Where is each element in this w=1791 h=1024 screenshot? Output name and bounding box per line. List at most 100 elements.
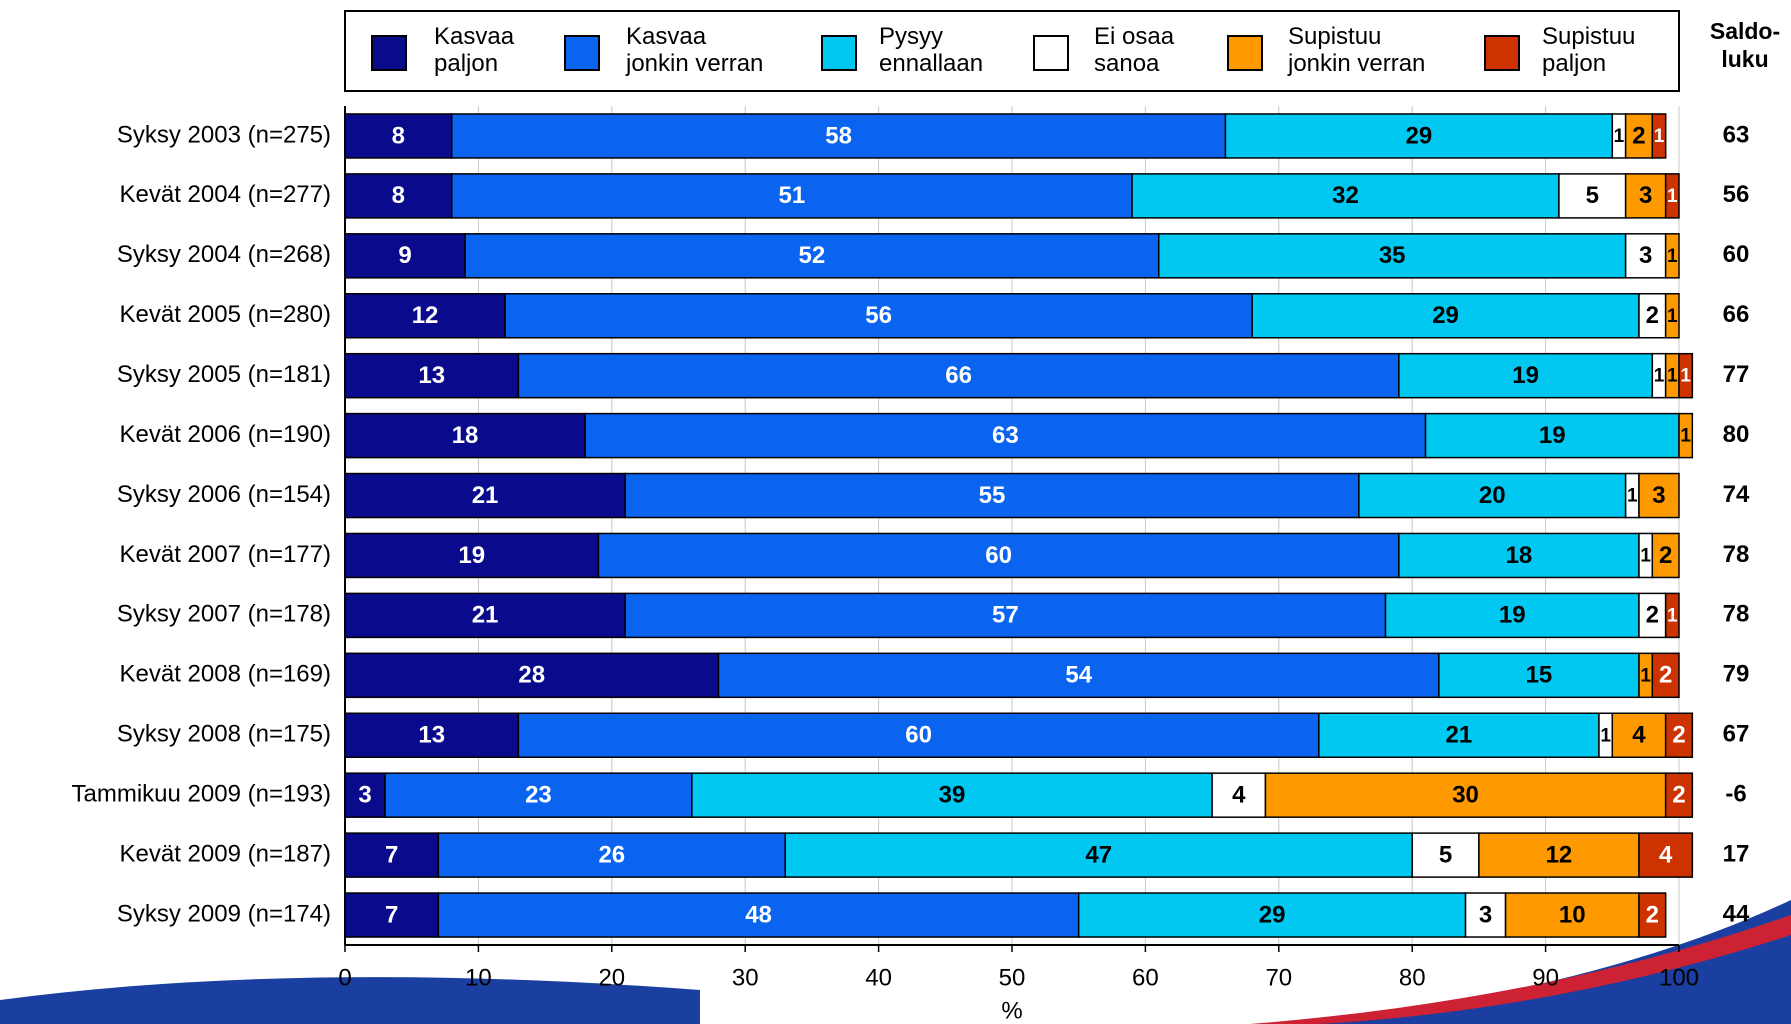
bar-segment bbox=[691, 772, 1213, 818]
x-tick-label: 50 bbox=[999, 964, 1026, 991]
bar-segment bbox=[1638, 892, 1667, 938]
x-tick-label: 70 bbox=[1265, 964, 1292, 991]
bar-value-label: 1 bbox=[1667, 366, 1678, 387]
y-tick-label: Kevät 2006 (n=190) bbox=[120, 421, 332, 448]
legend-label: Kasvaa jonkin verran bbox=[626, 23, 764, 77]
bar-segment bbox=[450, 173, 1133, 219]
bar-value-label: 39 bbox=[939, 782, 966, 809]
bar-value-label: 18 bbox=[1506, 542, 1533, 569]
bar-segment bbox=[517, 712, 1320, 758]
bar-value-label: 66 bbox=[945, 362, 972, 389]
side-value: 44 bbox=[1723, 900, 1750, 927]
bar-value-label: 19 bbox=[1512, 362, 1539, 389]
bar-value-label: 1 bbox=[1600, 725, 1611, 746]
bar-value-label: 4 bbox=[1232, 782, 1246, 809]
bar-segment bbox=[784, 832, 1413, 878]
bar-segment bbox=[344, 712, 520, 758]
bar-value-label: 7 bbox=[385, 901, 398, 928]
bar-value-label: 29 bbox=[1406, 122, 1433, 149]
bar-segment bbox=[384, 772, 693, 818]
bar-value-label: 1 bbox=[1614, 126, 1625, 147]
bar-value-label: 57 bbox=[992, 602, 1019, 629]
x-tick-label: 90 bbox=[1532, 964, 1559, 991]
bar-segment bbox=[344, 233, 466, 279]
bar-value-label: 21 bbox=[472, 602, 499, 629]
bar-value-label: 3 bbox=[1639, 242, 1652, 269]
bar-segment bbox=[1438, 652, 1640, 699]
bar-value-label: 51 bbox=[779, 182, 806, 209]
bar-value-label: 5 bbox=[1439, 841, 1452, 868]
bar-value-label: 63 bbox=[992, 422, 1019, 449]
side-value: 80 bbox=[1723, 421, 1750, 448]
bar-value-label: 35 bbox=[1379, 242, 1406, 269]
bar-value-label: 2 bbox=[1659, 542, 1672, 569]
legend-label: Supistuu paljon bbox=[1542, 23, 1636, 77]
bar-segment bbox=[450, 113, 1227, 159]
bar-segment bbox=[344, 772, 386, 818]
bar-segment bbox=[1638, 472, 1680, 519]
side-value: 66 bbox=[1723, 301, 1750, 328]
bar-value-label: 1 bbox=[1680, 426, 1691, 447]
bar-value-label: 10 bbox=[1559, 901, 1586, 928]
bar-segment bbox=[1264, 772, 1667, 818]
legend-swatch bbox=[1227, 35, 1263, 71]
bar-value-label: 1 bbox=[1667, 605, 1678, 626]
x-tick-label: 80 bbox=[1399, 964, 1426, 991]
bar-segment bbox=[1384, 592, 1640, 639]
bar-segment bbox=[1638, 293, 1667, 339]
bar-value-label: 12 bbox=[1546, 841, 1573, 868]
bar-value-label: 3 bbox=[1639, 182, 1652, 209]
decoration bbox=[0, 977, 700, 1024]
side-title: luku bbox=[1721, 46, 1768, 72]
bar-value-label: 1 bbox=[1654, 366, 1665, 387]
bar-segment bbox=[1664, 772, 1694, 818]
bar-value-label: 1 bbox=[1640, 545, 1651, 566]
bar-value-label: 12 bbox=[412, 302, 439, 329]
bar-value-label: 30 bbox=[1452, 782, 1479, 809]
bar-value-label: 1 bbox=[1654, 126, 1665, 147]
side-value: 79 bbox=[1723, 661, 1750, 688]
bar-segment bbox=[344, 472, 626, 519]
y-tick-label: Kevät 2008 (n=169) bbox=[120, 661, 332, 688]
side-value: 17 bbox=[1723, 840, 1750, 867]
bar-value-label: 54 bbox=[1065, 662, 1092, 689]
bar-value-label: 3 bbox=[1652, 482, 1665, 509]
bar-segment bbox=[1651, 532, 1680, 579]
bar-value-label: 21 bbox=[472, 482, 499, 509]
bar-value-label: 2 bbox=[1646, 901, 1659, 928]
side-value: 56 bbox=[1723, 181, 1750, 208]
bar-segment bbox=[1398, 352, 1654, 399]
side-value: 78 bbox=[1723, 601, 1750, 628]
bar-segment bbox=[1131, 173, 1560, 219]
bar-value-label: 26 bbox=[598, 841, 625, 868]
bar-value-label: 47 bbox=[1085, 841, 1112, 868]
bar-segment bbox=[1664, 293, 1680, 339]
decoration bbox=[1300, 900, 1791, 1024]
bar-value-label: 8 bbox=[392, 122, 405, 149]
x-tick-label: 100 bbox=[1659, 964, 1699, 991]
bar-value-label: 8 bbox=[392, 182, 405, 209]
bar-value-label: 19 bbox=[1539, 422, 1566, 449]
y-tick-label: Tammikuu 2009 (n=193) bbox=[72, 781, 331, 808]
legend-label: Ei osaa sanoa bbox=[1094, 23, 1175, 77]
x-tick-label: 30 bbox=[732, 964, 759, 991]
x-tick-label: 60 bbox=[1132, 964, 1159, 991]
bar-segment bbox=[1664, 712, 1694, 758]
bar-segment bbox=[344, 173, 453, 219]
bar-value-label: 60 bbox=[905, 722, 932, 749]
bar-value-label: 52 bbox=[799, 242, 826, 269]
bar-segment bbox=[437, 832, 786, 878]
bar-value-label: 2 bbox=[1672, 782, 1685, 809]
bar-segment bbox=[1398, 532, 1640, 579]
bar-value-label: 2 bbox=[1646, 302, 1659, 329]
bar-segment bbox=[597, 532, 1400, 579]
bar-value-label: 19 bbox=[1499, 602, 1526, 629]
bar-value-label: 1 bbox=[1627, 486, 1638, 507]
side-value: 63 bbox=[1723, 121, 1750, 148]
bar-value-label: 55 bbox=[979, 482, 1006, 509]
x-tick-label: 20 bbox=[598, 964, 625, 991]
bar-segment bbox=[1424, 412, 1680, 459]
legend-label: Kasvaa paljon bbox=[434, 23, 515, 77]
bar-value-label: 60 bbox=[985, 542, 1012, 569]
